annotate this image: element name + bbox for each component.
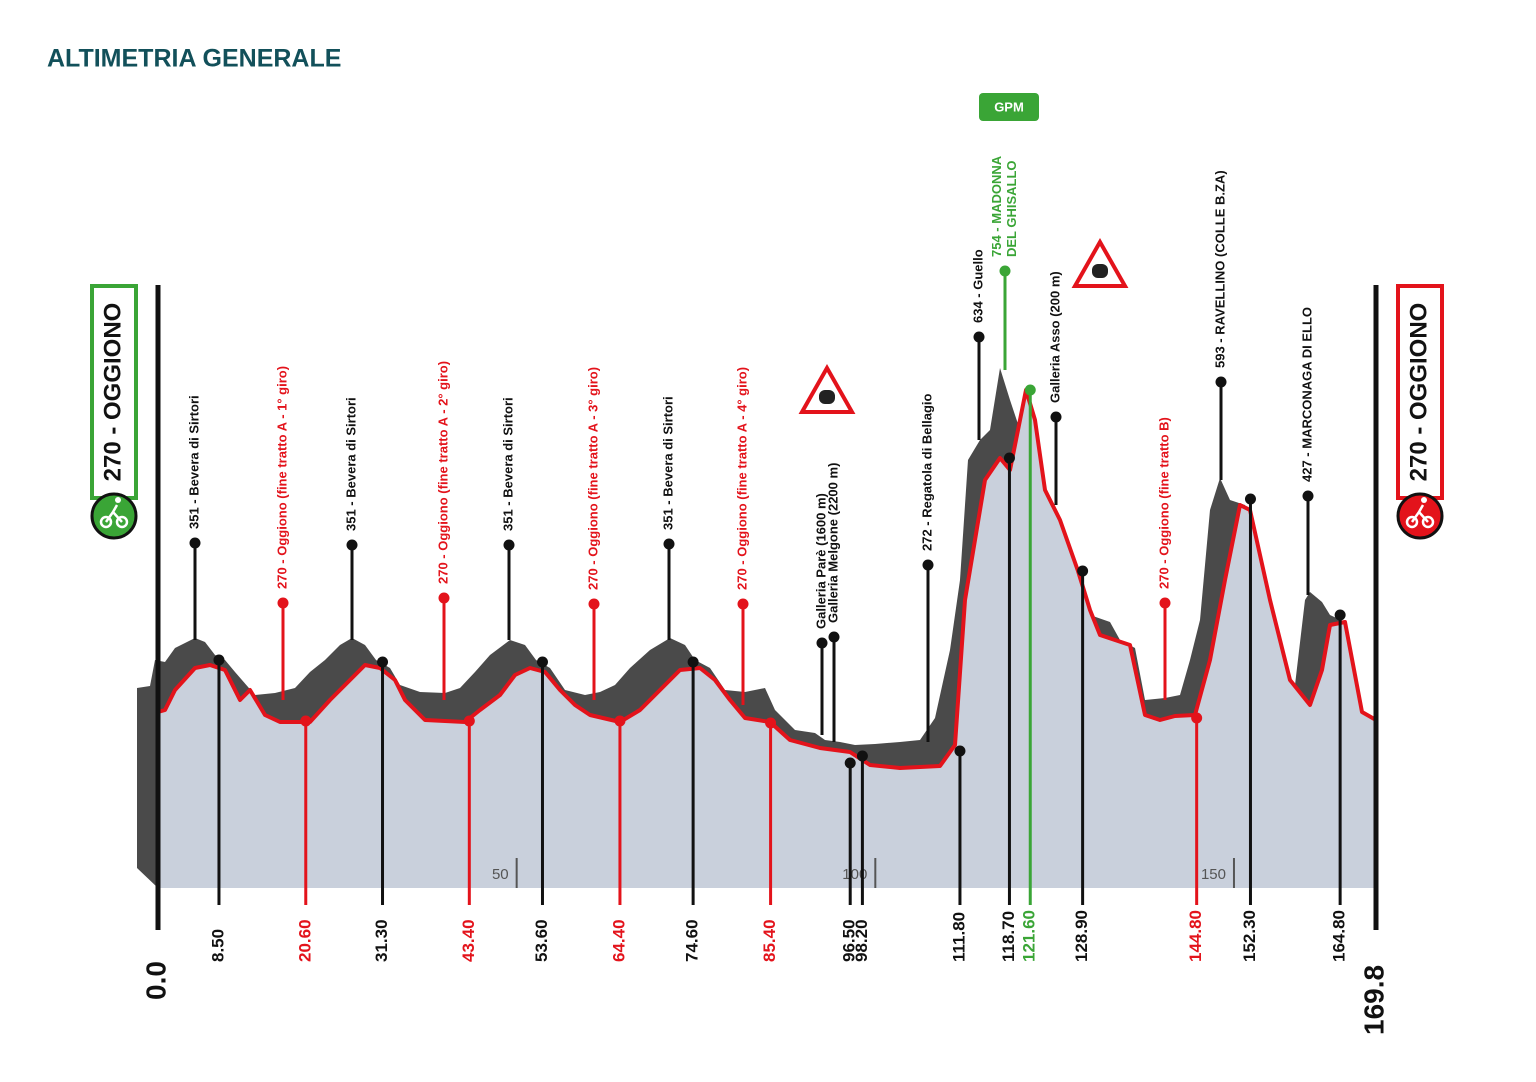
waypoint-label: 351 - Bevera di Sirtori	[660, 396, 675, 530]
km-label: 98.20	[852, 919, 871, 962]
km-dot	[1244, 493, 1256, 505]
waypoint-label: Galleria Asso (200 m)	[1047, 271, 1062, 403]
waypoint-label: DEL GHISALLO	[1004, 160, 1019, 257]
profile-fill	[158, 390, 1376, 888]
title: ALTIMETRIA GENERALE	[47, 45, 341, 73]
km-dot	[844, 757, 856, 769]
waypoint-dot	[346, 539, 358, 551]
km-dot	[213, 654, 225, 666]
finish-icon-head	[1421, 497, 1427, 503]
km-label: 53.60	[532, 919, 551, 962]
km-dot	[1191, 712, 1203, 724]
tunnel-sign	[798, 363, 856, 414]
km-dot	[1077, 565, 1089, 577]
waypoint-label: Galleria Parè (1600 m)	[813, 493, 828, 629]
waypoint-dot	[922, 559, 934, 571]
waypoint-dot	[438, 592, 450, 604]
km-label: 144.80	[1186, 910, 1205, 962]
waypoint-dot	[1159, 597, 1171, 609]
km-label: 43.40	[459, 919, 478, 962]
distance-tick-label: 150	[1201, 866, 1226, 883]
waypoint-dot	[1050, 411, 1062, 423]
start-icon-wheel	[99, 515, 113, 529]
waypoint-label: 351 - Bevera di Sirtori	[186, 395, 201, 529]
start-icon	[90, 492, 138, 540]
finish-icon-rider	[1410, 504, 1429, 523]
finish-label: 270 - OGGIONO	[1405, 303, 1432, 482]
waypoint-label: 270 - Oggiono (fine tratto A - 3° giro)	[585, 367, 600, 590]
tunnel-sign	[1071, 237, 1129, 288]
km-label: 164.80	[1330, 910, 1349, 962]
km-label: 128.90	[1072, 910, 1091, 962]
km-label: 64.40	[609, 919, 628, 962]
km-label: 31.30	[372, 919, 391, 962]
waypoint-label: Galleria Melgone (2200 m)	[825, 463, 840, 623]
waypoint-dot	[663, 538, 675, 550]
km-label: 152.30	[1240, 910, 1259, 962]
km-label: 8.50	[208, 929, 227, 962]
waypoint-label: 270 - Oggiono (fine tratto A - 4° giro)	[734, 367, 749, 590]
waypoint-label: 351 - Bevera di Sirtori	[343, 397, 358, 531]
km-label: 111.80	[949, 912, 968, 962]
km-label: 96.50	[840, 919, 859, 962]
km-dot	[536, 656, 548, 668]
km-dot	[463, 715, 475, 727]
waypoint-label: 270 - Oggiono (fine tratto A - 2° giro)	[435, 361, 450, 584]
waypoint-dot	[816, 637, 828, 649]
waypoint-label: 754 - MADONNA	[989, 155, 1004, 257]
finish-box	[1396, 284, 1444, 500]
finish-icon-wheel	[1405, 515, 1419, 529]
finish-km: 169.8	[1358, 965, 1389, 1035]
waypoint-dot	[588, 598, 600, 610]
gpm-label: GPM	[994, 99, 1024, 114]
waypoint-dot	[973, 331, 985, 343]
waypoint-dot	[737, 598, 749, 610]
waypoint-label: 634 - Guello	[970, 249, 985, 323]
km-label: 85.40	[760, 919, 779, 962]
finish-icon-wheel	[1421, 515, 1435, 529]
km-dot	[300, 715, 312, 727]
start-km: 0.0	[140, 961, 171, 1000]
waypoint-label: 270 - Oggiono (fine tratto A - 1° giro)	[274, 366, 289, 589]
km-dot	[765, 717, 777, 729]
finish-icon	[1396, 492, 1444, 540]
km-label: 20.60	[295, 919, 314, 962]
km-dot	[1003, 452, 1015, 464]
km-label: 121.60	[1020, 910, 1039, 962]
km-dot	[614, 715, 626, 727]
waypoint-dot	[1215, 376, 1227, 388]
waypoint-dot	[189, 537, 201, 549]
km-dot	[687, 656, 699, 668]
waypoint-label: 351 - Bevera di Sirtori	[500, 397, 515, 531]
waypoint-dot	[999, 265, 1011, 277]
km-dot	[377, 656, 389, 668]
start-label: 270 - OGGIONO	[99, 303, 126, 482]
waypoint-dot	[828, 631, 840, 643]
start-icon-rider	[104, 504, 123, 523]
km-dot	[1024, 384, 1036, 396]
km-label: 118.70	[999, 911, 1018, 962]
waypoint-label: 593 - RAVELLINO (COLLE B.ZA)	[1212, 170, 1227, 368]
waypoint-dot	[277, 597, 289, 609]
km-dot	[856, 750, 868, 762]
start-icon-wheel	[115, 515, 129, 529]
km-dot	[954, 745, 966, 757]
waypoint-dot	[1302, 490, 1314, 502]
waypoint-label: 272 - Regatola di Bellagio	[919, 393, 934, 551]
waypoint-label: 427 - MARCONAGA DI ELLO	[1299, 307, 1314, 482]
distance-tick-label: 50	[492, 866, 509, 883]
km-dot	[1334, 609, 1346, 621]
km-label: 74.60	[683, 919, 702, 962]
gpm-badge	[979, 93, 1039, 121]
start-icon-head	[115, 497, 121, 503]
waypoint-label: 270 - Oggiono (fine tratto B)	[1156, 417, 1171, 589]
waypoint-dot	[503, 539, 515, 551]
